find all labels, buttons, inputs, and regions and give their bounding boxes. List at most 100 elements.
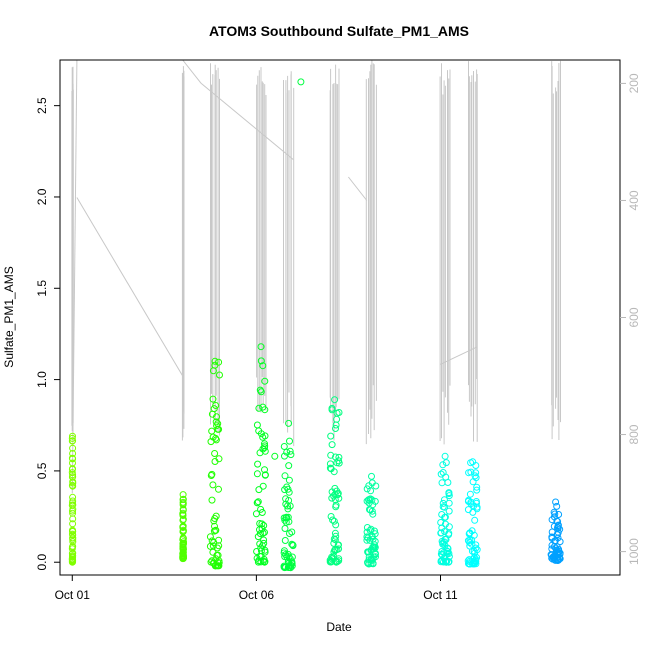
y-tick-label: 1.5 [35, 280, 49, 297]
data-point [335, 453, 343, 461]
data-point [261, 471, 269, 479]
data-point [364, 548, 372, 556]
data-point [69, 450, 77, 457]
data-point [439, 461, 447, 469]
data-point [254, 498, 262, 506]
data-point [437, 470, 445, 478]
data-point [439, 539, 447, 547]
y-tick-label: 0.5 [35, 462, 49, 479]
data-point [550, 508, 558, 516]
data-point [259, 433, 267, 441]
data-point [332, 425, 339, 432]
data-point [255, 404, 263, 412]
altitude-transit-line [71, 59, 78, 494]
data-point [213, 422, 221, 430]
data-point [208, 427, 216, 435]
data-point [333, 415, 341, 423]
data-point [363, 485, 371, 493]
data-point [441, 513, 449, 521]
data-point [472, 469, 480, 477]
data-point-max [552, 498, 560, 506]
data-point [68, 434, 76, 442]
data-point [556, 550, 564, 558]
data-point [470, 558, 478, 566]
data-point [335, 409, 343, 416]
data-point [68, 545, 76, 553]
data-point [69, 437, 77, 445]
data-point [215, 559, 223, 567]
data-point [363, 536, 371, 544]
data-point [369, 501, 377, 509]
data-point [253, 499, 261, 507]
data-point [208, 496, 216, 504]
data-point [371, 527, 378, 535]
data-point [469, 478, 477, 486]
data-point [328, 404, 336, 412]
data-point [261, 440, 268, 448]
data-point [281, 537, 289, 544]
data-point [554, 521, 562, 529]
data-point [366, 527, 374, 534]
data-point [179, 522, 187, 530]
data-point [282, 495, 290, 503]
data-point [206, 542, 214, 550]
data-point [467, 498, 475, 506]
data-point [212, 436, 220, 444]
data-point [179, 540, 187, 548]
data-point [548, 545, 556, 553]
data-point [284, 502, 291, 510]
data-point [467, 468, 475, 476]
data-point [211, 450, 219, 457]
altitude-transit-line [200, 83, 294, 160]
data-point [445, 490, 453, 498]
data-point-max [69, 432, 76, 440]
data-point [285, 476, 293, 484]
data-point [472, 541, 480, 549]
data-point [328, 494, 336, 502]
altitude-transit-line [76, 197, 184, 377]
data-point [464, 506, 472, 514]
data-point [179, 555, 187, 562]
data-point [550, 522, 558, 530]
data-point [473, 486, 481, 494]
data-point [179, 526, 187, 534]
data-point [261, 444, 268, 452]
data-point [68, 501, 76, 509]
x-axis-label: Date [326, 620, 352, 634]
data-point [253, 421, 261, 429]
data-point [256, 520, 264, 527]
y2-tick-label: 400 [627, 190, 641, 210]
data-point [439, 469, 447, 476]
data-point [253, 470, 261, 478]
data-point [289, 542, 297, 550]
data-point-max [331, 396, 339, 404]
data-point [288, 528, 296, 536]
data-point [438, 479, 446, 487]
data-point [366, 495, 374, 503]
data-point [282, 514, 290, 522]
data-point [473, 503, 481, 511]
data-point [368, 496, 376, 504]
data-point [69, 455, 77, 463]
data-point [554, 524, 562, 532]
data-point [332, 503, 340, 511]
data-point [206, 533, 214, 541]
data-point [68, 557, 76, 565]
data-point [257, 357, 265, 365]
data-point [180, 538, 187, 546]
data-point [445, 499, 453, 507]
data-point [367, 525, 375, 533]
points-layer [68, 78, 564, 572]
data-point [554, 518, 562, 525]
y-tick-label: 2.0 [35, 188, 49, 205]
data-point [211, 522, 218, 530]
x-tick-label: Oct 06 [239, 588, 275, 602]
data-point [69, 527, 77, 535]
data-point [330, 553, 338, 560]
data-point [212, 526, 220, 534]
data-point [69, 542, 77, 550]
data-point [259, 482, 267, 490]
data-point [209, 548, 217, 556]
data-point [369, 560, 377, 568]
